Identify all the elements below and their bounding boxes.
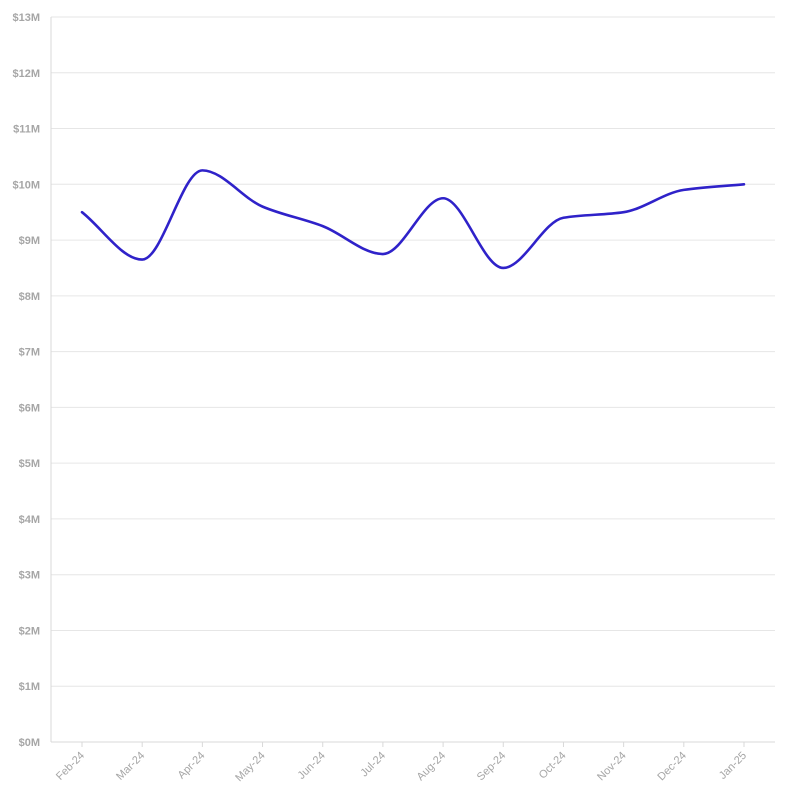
x-tick-label: Feb-24 — [54, 750, 87, 783]
x-tick-label: Apr-24 — [176, 750, 208, 782]
y-tick-label: $10M — [12, 179, 40, 191]
x-tick-label: Aug-24 — [415, 750, 449, 784]
x-tick-label: May-24 — [233, 750, 267, 784]
x-tick-label: Sep-24 — [475, 750, 509, 784]
y-tick-label: $5M — [19, 458, 40, 470]
y-axis-tick-labels: $0M $1M $2M $3M $4M $5M $6M $7M $8M $9M $10M $11M $1… — [12, 12, 40, 749]
x-tick-label: Nov-24 — [595, 750, 629, 784]
y-tick-label: $7M — [19, 347, 40, 359]
x-tick-label: Mar-24 — [114, 750, 147, 783]
x-tick-label: Jun-24 — [296, 750, 328, 782]
y-tick-label: $8M — [19, 291, 40, 303]
y-tick-label: $13M — [12, 12, 40, 24]
y-tick-label: $11M — [13, 124, 40, 136]
y-tick-label: $6M — [19, 402, 40, 414]
y-tick-label: $0M — [19, 737, 40, 749]
y-tick-label: $1M — [19, 681, 40, 693]
y-tick-label: $2M — [19, 625, 40, 637]
x-axis-tick-labels: Feb-24 Mar-24 Apr-24 May-24 Jun-24 Jul-24 Aug-… — [54, 750, 749, 784]
gridlines — [51, 16, 775, 743]
y-tick-label: $4M — [19, 514, 40, 526]
y-tick-label: $3M — [19, 570, 40, 582]
x-tick-label: Jan-25 — [717, 750, 749, 782]
x-tick-label: Jul-24 — [358, 750, 388, 780]
x-tick-label: Dec-24 — [655, 750, 689, 784]
series-layer — [80, 169, 746, 270]
y-tick-label: $9M — [19, 235, 40, 247]
x-tick-label: Oct-24 — [537, 750, 569, 782]
series-line-0 — [80, 169, 746, 270]
y-tick-label: $12M — [12, 68, 40, 80]
axes — [50, 17, 775, 747]
